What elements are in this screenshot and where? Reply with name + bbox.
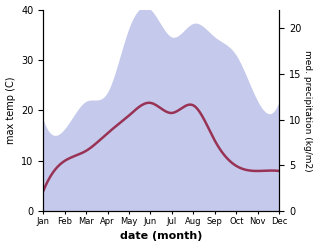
Y-axis label: med. precipitation (kg/m2): med. precipitation (kg/m2) [303,50,313,171]
X-axis label: date (month): date (month) [120,231,203,242]
Y-axis label: max temp (C): max temp (C) [5,77,16,144]
